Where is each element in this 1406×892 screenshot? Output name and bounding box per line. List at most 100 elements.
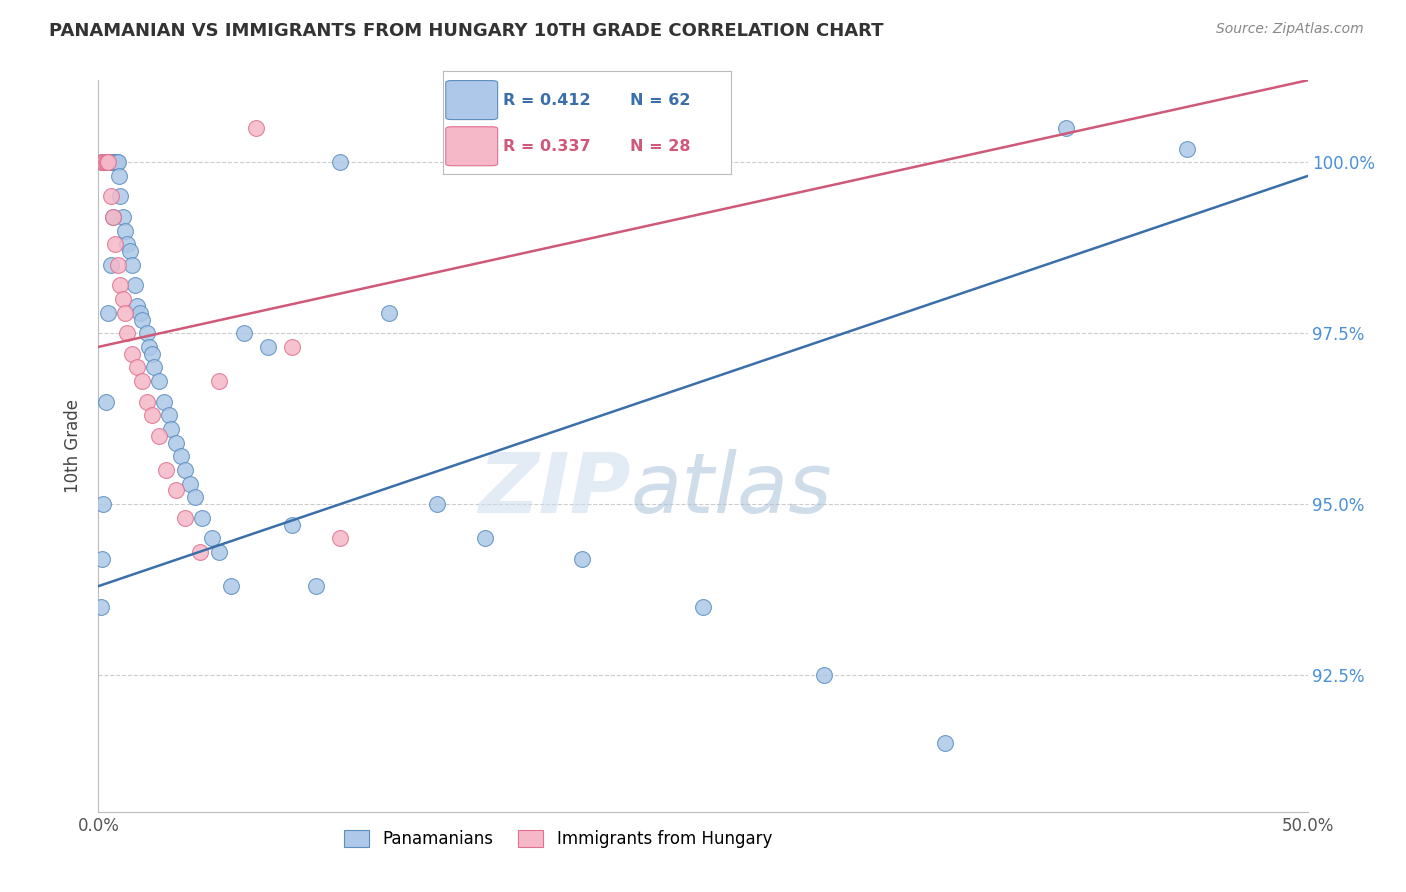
Point [91,497,114,511]
Point [118,244,141,259]
Text: atlas: atlas [630,450,832,531]
Point [108,169,131,183]
Point [104,155,127,169]
Point [934,736,956,750]
Point [111,292,134,306]
Point [121,258,143,272]
Point [101,210,124,224]
Point [160,422,183,436]
Point [157,409,180,423]
Text: R = 0.337: R = 0.337 [503,139,591,153]
Point [232,326,254,341]
Point [201,531,224,545]
Point [813,668,835,682]
Point [107,155,129,169]
Point [100,189,122,203]
Point [91,155,114,169]
Point [91,155,114,169]
Point [131,312,153,326]
Point [143,360,166,375]
Point [94,155,117,169]
Point [108,278,131,293]
Point [141,347,163,361]
Point [426,497,449,511]
Point [138,340,160,354]
Point [148,374,170,388]
Point [117,237,139,252]
Point [174,463,197,477]
Point [101,210,124,224]
FancyBboxPatch shape [446,80,498,120]
Point [105,155,128,169]
Point [135,326,157,341]
Point [114,306,136,320]
Point [571,551,593,566]
Point [121,347,143,361]
Y-axis label: 10th Grade: 10th Grade [65,399,83,493]
Text: Source: ZipAtlas.com: Source: ZipAtlas.com [1216,22,1364,37]
Point [1054,121,1077,136]
Point [93,155,115,169]
Point [165,435,187,450]
Point [208,374,231,388]
Point [94,394,117,409]
Point [97,155,120,169]
Point [93,155,115,169]
Point [305,579,328,593]
FancyBboxPatch shape [446,127,498,166]
Point [152,394,174,409]
Point [692,599,714,614]
Point [329,531,352,545]
Point [281,517,304,532]
Point [191,510,214,524]
Point [474,531,496,545]
Point [101,155,124,169]
Point [98,155,121,169]
Point [174,510,197,524]
Point [96,155,118,169]
Point [104,237,127,252]
Point [117,326,139,341]
Point [184,490,207,504]
Point [188,545,211,559]
Point [256,340,278,354]
Point [148,429,170,443]
Text: ZIP: ZIP [478,450,630,531]
Point [208,545,231,559]
Text: N = 62: N = 62 [630,93,690,108]
Text: R = 0.412: R = 0.412 [503,93,591,108]
Point [97,306,120,320]
Point [169,449,191,463]
Point [131,374,153,388]
Point [1175,142,1198,156]
Text: N = 28: N = 28 [630,139,690,153]
Point [179,476,201,491]
Point [124,278,146,293]
Point [114,224,136,238]
Point [96,155,118,169]
Point [108,189,131,203]
Point [91,155,114,169]
Point [135,394,157,409]
Point [90,599,112,614]
Point [221,579,243,593]
Point [111,210,134,224]
Point [97,155,120,169]
Point [329,155,352,169]
Point [91,551,114,566]
Point [377,306,399,320]
Point [127,299,149,313]
Point [94,155,117,169]
Legend: Panamanians, Immigrants from Hungary: Panamanians, Immigrants from Hungary [337,823,779,855]
Point [128,306,150,320]
Point [165,483,187,498]
Point [107,258,129,272]
Point [155,463,177,477]
Point [141,409,163,423]
Point [281,340,304,354]
Point [100,155,122,169]
Point [91,155,114,169]
Point [100,155,122,169]
Point [127,360,149,375]
Point [245,121,267,136]
